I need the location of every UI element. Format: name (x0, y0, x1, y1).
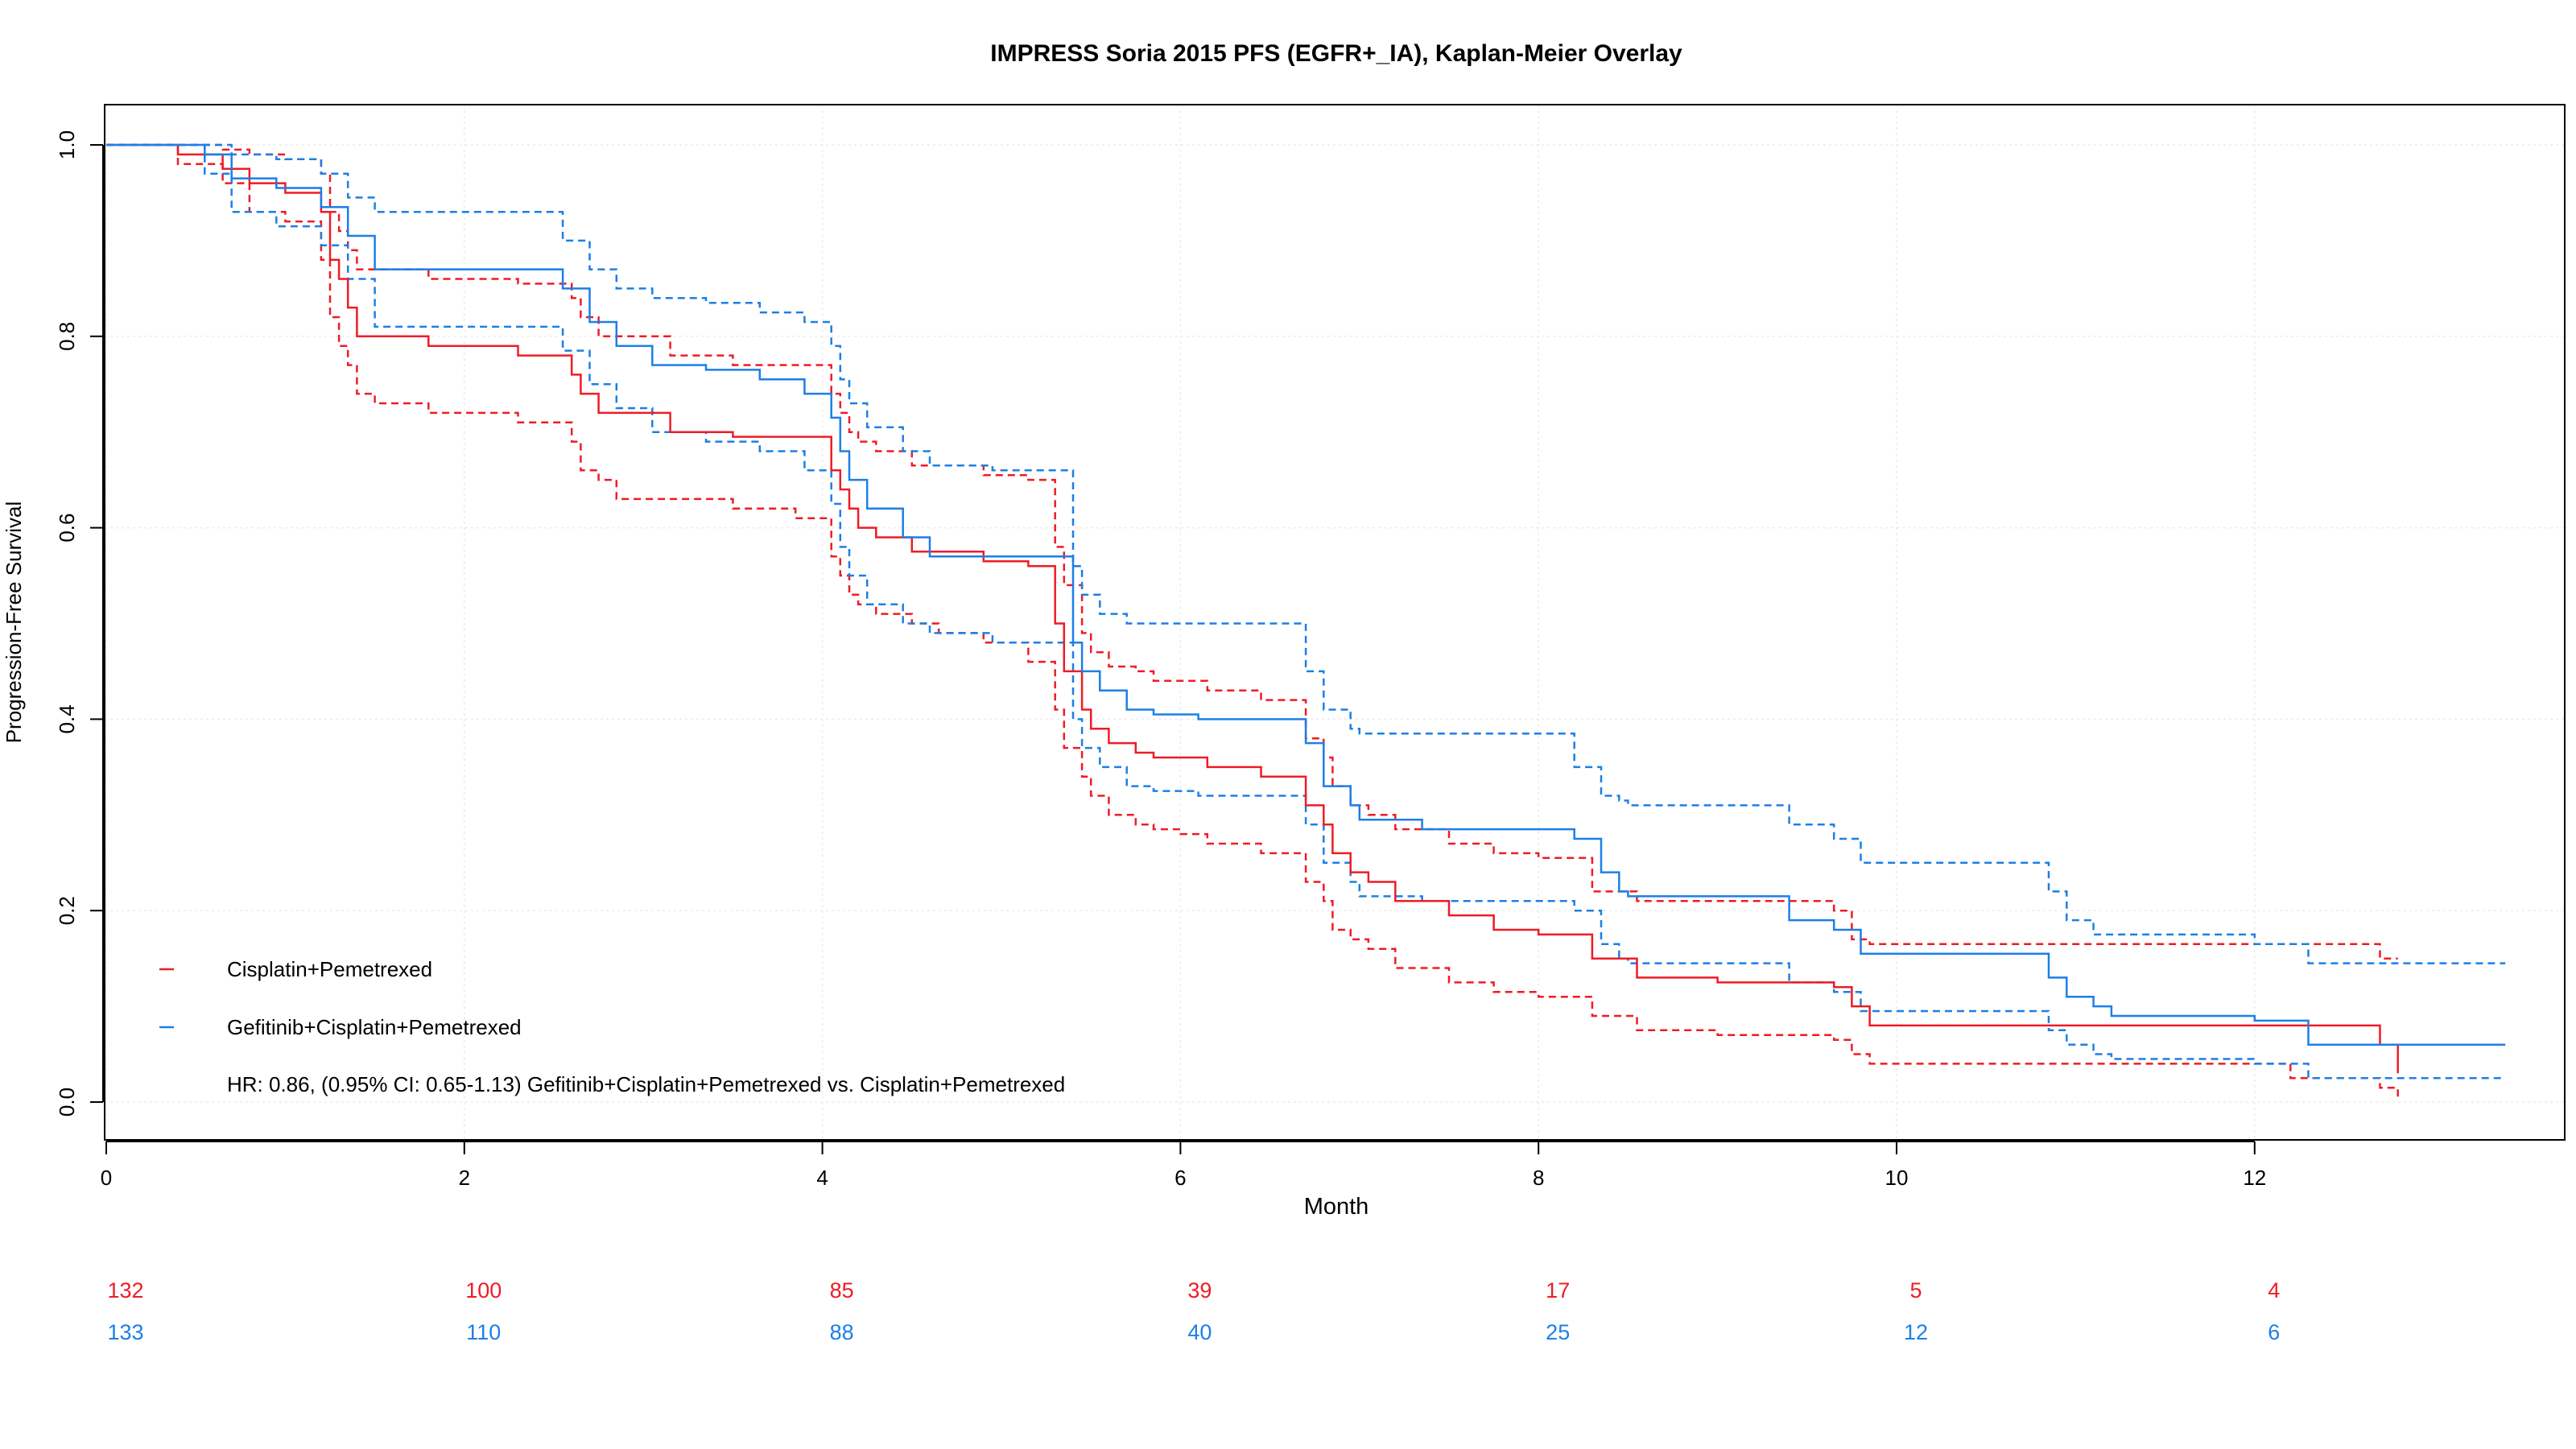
y-tick-label: 0.8 (55, 322, 79, 351)
hazard-ratio-annotation: HR: 0.86, (0.95% CI: 0.65-1.13) Gefitini… (227, 1072, 1065, 1096)
legend-label-cisplatin-pemetrexed: Cisplatin+Pemetrexed (227, 957, 432, 981)
confidence-bands (106, 143, 2506, 1098)
at-risk-count-cisplatin-pemetrexed: 17 (1546, 1278, 1570, 1302)
survival-curve-cisplatin-pemetrexed (106, 143, 2399, 1074)
at-risk-count-cisplatin-pemetrexed: 85 (830, 1278, 854, 1302)
x-tick-label: 12 (2243, 1166, 2266, 1190)
at-risk-count-cisplatin-pemetrexed: 132 (107, 1278, 143, 1302)
x-tick-label: 8 (1533, 1166, 1544, 1190)
plot-frame (104, 104, 2566, 1141)
chart-title: IMPRESS Soria 2015 PFS (EGFR+_IA), Kapla… (990, 40, 1682, 67)
x-tick-label: 4 (816, 1166, 828, 1190)
x-tick-label: 0 (101, 1166, 112, 1190)
x-tick-label: 10 (1885, 1166, 1909, 1190)
at-risk-count-cisplatin-pemetrexed: 5 (1909, 1278, 1922, 1302)
lower-ci-cisplatin-pemetrexed (106, 143, 2399, 1098)
x-tick-label: 6 (1174, 1166, 1186, 1190)
at-risk-count-gefitinib-cisplatin-pemetrexed: 6 (2268, 1320, 2280, 1344)
upper-ci-gefitinib-cisplatin-pemetrexed (106, 143, 2506, 964)
lower-ci-gefitinib-cisplatin-pemetrexed (106, 143, 2506, 1080)
at-risk-count-gefitinib-cisplatin-pemetrexed: 133 (107, 1320, 143, 1344)
number-at-risk-table: 132 100 85 39 17 5 4 133 110 88 40 25 12 6 (107, 1278, 2280, 1344)
upper-ci-cisplatin-pemetrexed (106, 143, 2398, 960)
y-tick-label: 1.0 (55, 130, 79, 159)
at-risk-count-gefitinib-cisplatin-pemetrexed: 40 (1187, 1320, 1212, 1344)
survival-curve-gefitinib-cisplatin-pemetrexed (106, 143, 2506, 1046)
at-risk-count-cisplatin-pemetrexed: 4 (2268, 1278, 2280, 1302)
x-tick-label: 2 (459, 1166, 470, 1190)
y-tick-label: 0.2 (55, 896, 79, 925)
y-axis-label: Progression-Free Survival (2, 502, 26, 744)
grid (105, 105, 2565, 1140)
y-tick-label: 0.4 (55, 704, 79, 733)
y-tick-label: 0.6 (55, 514, 79, 543)
at-risk-count-cisplatin-pemetrexed: 100 (465, 1278, 502, 1302)
survival-curves (106, 143, 2506, 1074)
at-risk-count-gefitinib-cisplatin-pemetrexed: 110 (466, 1320, 501, 1344)
at-risk-count-gefitinib-cisplatin-pemetrexed: 88 (830, 1320, 854, 1344)
legend: Cisplatin+Pemetrexed Gefitinib+Cisplatin… (159, 957, 522, 1039)
y-tick-label: 0.0 (55, 1088, 79, 1117)
at-risk-count-gefitinib-cisplatin-pemetrexed: 12 (1904, 1320, 1928, 1344)
x-axis-label: Month (1304, 1194, 1369, 1220)
y-axis: 0.0 0.2 0.4 0.6 0.8 1.0 (55, 130, 104, 1117)
legend-label-gefitinib-cisplatin-pemetrexed: Gefitinib+Cisplatin+Pemetrexed (227, 1015, 522, 1039)
x-axis: 0 2 4 6 8 10 12 (101, 1141, 2266, 1190)
at-risk-count-gefitinib-cisplatin-pemetrexed: 25 (1546, 1320, 1570, 1344)
at-risk-count-cisplatin-pemetrexed: 39 (1187, 1278, 1212, 1302)
